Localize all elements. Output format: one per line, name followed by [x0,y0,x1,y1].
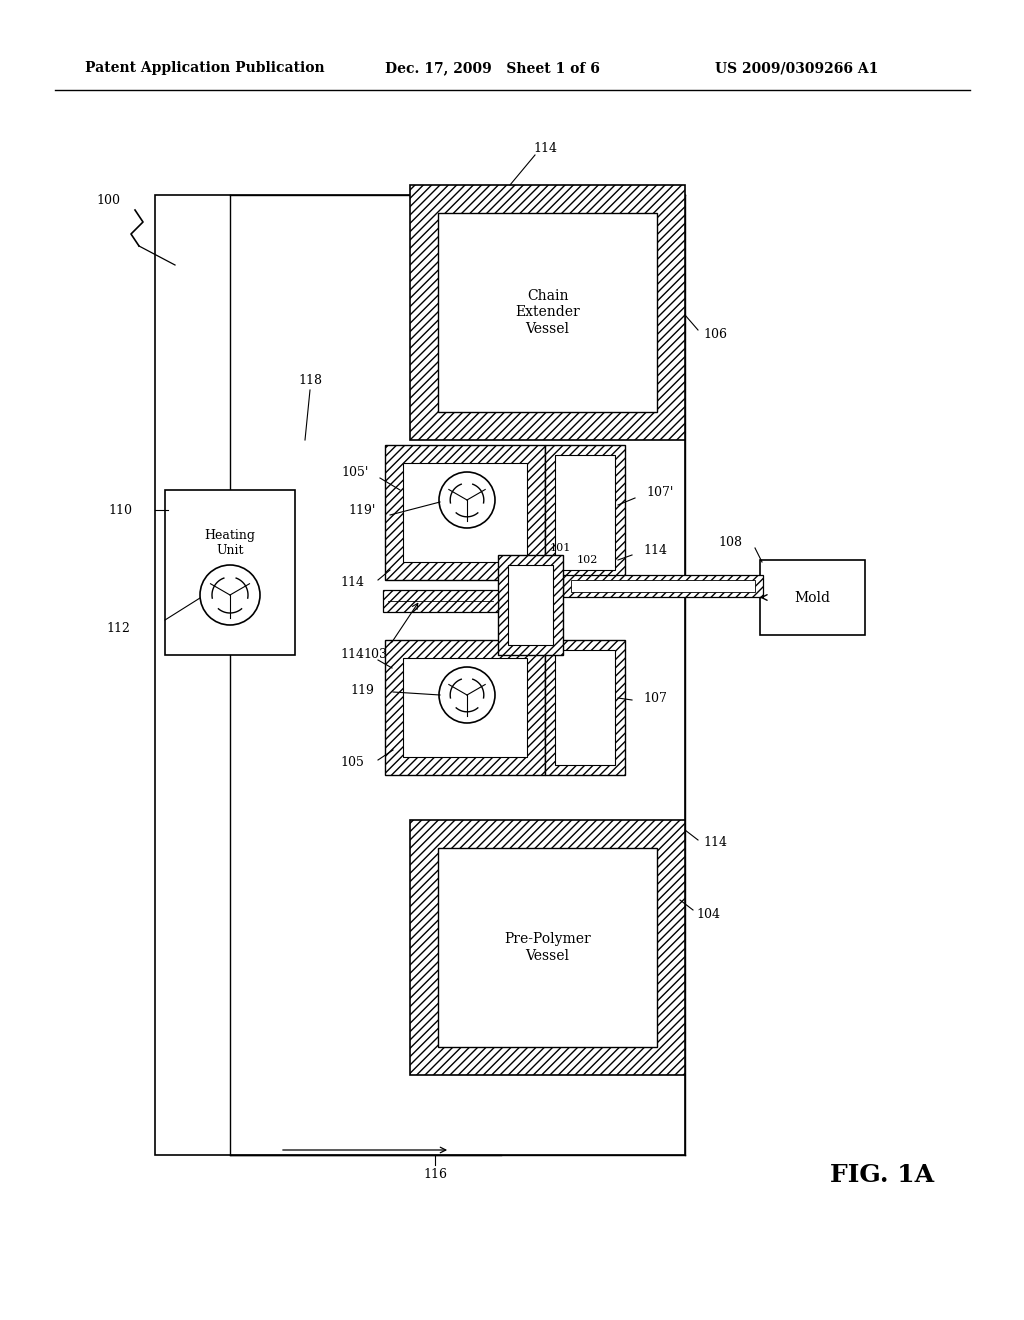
Text: 118: 118 [298,374,322,387]
Bar [403,463,527,562]
Bar [410,820,685,1074]
Text: 114: 114 [643,544,667,557]
Text: 105': 105' [341,466,369,479]
Text: 116: 116 [423,1168,447,1181]
Bar [438,847,657,1047]
Bar [383,590,498,612]
Circle shape [439,473,495,528]
Text: Chain
Extender
Vessel: Chain Extender Vessel [515,289,580,335]
Bar [545,640,625,775]
Text: Pre-Polymer
Vessel: Pre-Polymer Vessel [504,932,591,962]
Bar [498,554,563,655]
Bar [385,445,545,579]
Text: 112: 112 [106,622,130,635]
Text: 114: 114 [340,576,364,589]
Text: 101: 101 [549,543,570,553]
Bar [410,185,685,440]
Bar [760,560,865,635]
Text: 105: 105 [340,756,364,770]
Bar [155,195,685,1155]
Text: Heating
Unit: Heating Unit [205,529,256,557]
Text: Dec. 17, 2009   Sheet 1 of 6: Dec. 17, 2009 Sheet 1 of 6 [385,61,600,75]
Bar [508,565,553,645]
Text: 100: 100 [96,194,120,206]
Text: FIG. 1A: FIG. 1A [830,1163,934,1187]
Text: 119': 119' [348,503,376,516]
Text: 110: 110 [108,503,132,516]
Text: Mold: Mold [795,590,830,605]
Bar [403,657,527,756]
Bar [545,445,625,579]
Text: 108: 108 [718,536,742,549]
Text: 114: 114 [534,141,557,154]
Text: 114: 114 [703,837,727,850]
Bar [555,455,615,570]
Bar [385,640,545,775]
Text: US 2009/0309266 A1: US 2009/0309266 A1 [715,61,879,75]
Text: 107': 107' [646,487,674,499]
Bar [438,213,657,412]
Text: 114: 114 [340,648,364,661]
Circle shape [439,667,495,723]
Text: 119: 119 [350,684,374,697]
Circle shape [200,565,260,624]
Text: 106: 106 [703,329,727,342]
Bar [563,576,763,597]
Text: 107: 107 [643,692,667,705]
Text: 103: 103 [362,648,387,661]
Bar [571,579,755,591]
Bar [555,649,615,766]
Text: 104: 104 [696,908,720,921]
Text: Patent Application Publication: Patent Application Publication [85,61,325,75]
Text: 102: 102 [577,554,598,565]
Bar [165,490,295,655]
